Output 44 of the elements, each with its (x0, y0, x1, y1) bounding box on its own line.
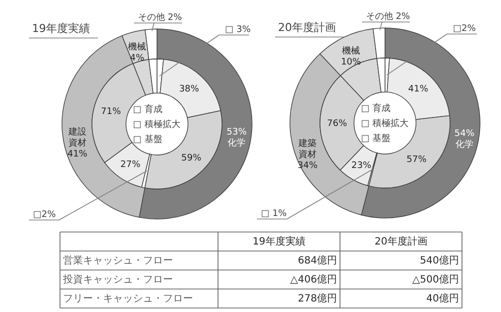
text: 71% (100, 106, 122, 117)
text: 化学 (455, 139, 474, 150)
category-label: 営業キャッシュ・フロー (63, 256, 173, 266)
text: 278億円 (298, 294, 337, 304)
text: 機械 (128, 42, 146, 53)
text: △406億円 (290, 274, 337, 286)
text: △500億円 (412, 274, 459, 286)
text: 540億円 (420, 256, 459, 266)
data-label: 10% (340, 58, 362, 68)
text: 57% (406, 155, 427, 166)
text: □ 基盤 (361, 133, 390, 144)
text: 76% (326, 118, 348, 129)
text: 建築資材 (298, 138, 317, 160)
text: 38% (179, 84, 200, 94)
text: 機械 (342, 46, 360, 57)
text: □ 育成 (133, 104, 162, 115)
text: その他 2% (138, 12, 182, 23)
category-label: フリー・キャッシュ・フロー (63, 294, 193, 304)
text: □ 積極拡大 (133, 119, 180, 130)
text: 建設資材 (67, 126, 86, 149)
text: 40億円 (426, 294, 459, 304)
text: □ 積極拡大 (361, 118, 408, 129)
text: 41% (408, 84, 429, 94)
chart-title: 20年度計画 (278, 21, 336, 34)
text: その他 2% (366, 11, 410, 22)
text: 59% (181, 154, 202, 164)
data-label: 54% (454, 129, 475, 140)
text: 23% (351, 160, 372, 171)
text: □ 育成 (361, 103, 390, 114)
text: 化学 (228, 138, 246, 149)
data-label: 4% (130, 54, 145, 64)
data-label: 53% (226, 128, 248, 138)
text: 684億円 (298, 256, 337, 266)
text: 27% (120, 160, 141, 170)
text: □ 基盤 (133, 134, 162, 145)
category-label: 19年度実績 (252, 236, 306, 248)
category-label: 投資キャッシュ・フロー (63, 274, 173, 286)
text: □ 3% (225, 25, 252, 35)
data-label: 41% (67, 150, 88, 160)
chart-title: 19年度実績 (32, 22, 90, 35)
category-label: 20年度計画 (374, 236, 428, 248)
text: □2% (33, 210, 56, 220)
text: □2% (453, 24, 476, 34)
text: □ 1% (261, 209, 288, 219)
